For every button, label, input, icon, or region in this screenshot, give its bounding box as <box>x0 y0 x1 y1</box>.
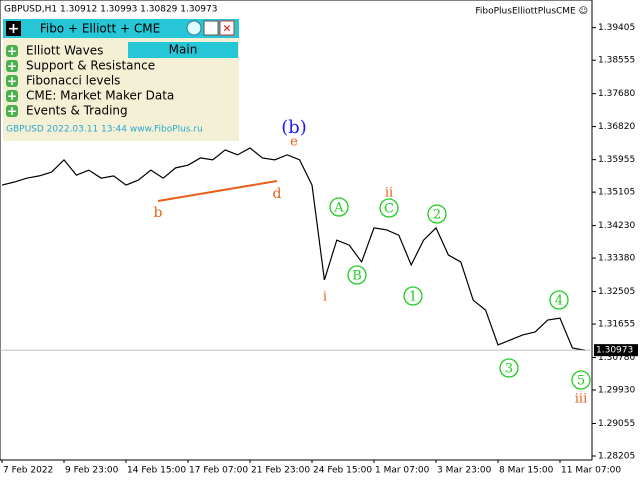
y-tick-label: 1.35105 <box>598 188 635 198</box>
minimize-button[interactable] <box>203 20 219 36</box>
panel-title: Fibo + Elliott + CME <box>40 22 160 36</box>
item-icon <box>6 60 18 72</box>
panel-item[interactable]: Events & Trading <box>26 104 128 118</box>
wave-label: 5 <box>577 374 585 389</box>
panel-titlebar <box>3 19 239 38</box>
main-button-label: Main <box>169 43 198 57</box>
y-tick-label: 1.35955 <box>598 155 635 165</box>
item-icon <box>6 90 18 102</box>
wave-label: iii <box>575 392 587 407</box>
x-tick-label: 3 Mar 23:00 <box>437 466 492 476</box>
y-tick-label: 1.36820 <box>598 122 635 132</box>
y-tick-label: 1.38555 <box>598 56 635 66</box>
wave-circle <box>379 198 399 218</box>
close-button[interactable] <box>219 20 235 36</box>
y-tick-label: 1.29930 <box>598 386 635 396</box>
x-tick-label: 7 Feb 2022 <box>3 466 53 476</box>
wave-label: 1 <box>409 290 417 305</box>
item-icon-plus: + <box>7 74 17 88</box>
plot <box>0 147 592 351</box>
wave-circle <box>549 290 569 310</box>
menu-icon: + <box>8 21 20 37</box>
x-tick-label: 17 Feb 07:00 <box>189 466 248 476</box>
wave-circle <box>403 286 423 306</box>
x-tick-label: 8 Mar 15:00 <box>499 466 554 476</box>
close-icon: × <box>222 22 231 35</box>
y-tick-label: 1.34230 <box>598 221 635 231</box>
y-tick-label: 1.39405 <box>598 23 635 33</box>
symbol-info: GBPUSD,H1 1.30912 1.30993 1.30829 1.3097… <box>4 5 217 15</box>
y-tick-label: 1.29055 <box>598 419 635 429</box>
wave-label: A <box>333 201 344 216</box>
panel: + Fibo + Elliott + CME × Main + Elliott W… <box>3 19 239 141</box>
wave-label: (b) <box>281 117 307 138</box>
wave-label: i <box>323 290 327 305</box>
panel-item[interactable]: Fibonacci levels <box>26 74 120 88</box>
trend-line <box>157 180 278 202</box>
wave-label: b <box>154 205 163 221</box>
y-tick-label: 1.33380 <box>598 254 635 264</box>
price-line <box>1 147 585 351</box>
x-tick-label: 21 Feb 23:00 <box>251 466 310 476</box>
panel-footer: GBPUSD 2022.03.11 13:44 www.FiboPlus.ru <box>6 125 203 135</box>
panel-item[interactable]: Elliott Waves <box>26 44 103 58</box>
wave-label: 2 <box>433 208 441 223</box>
item-icon <box>6 45 18 57</box>
last-price-label: 1.30973 <box>596 346 633 356</box>
y-tick-label: 1.31655 <box>598 320 635 330</box>
main-button[interactable] <box>128 42 238 58</box>
y-tick-label: 1.37680 <box>598 89 635 99</box>
settings-button[interactable] <box>186 20 202 36</box>
wave-circle <box>427 204 447 224</box>
menu-button[interactable] <box>6 21 21 36</box>
item-icon <box>6 75 18 87</box>
panel-item[interactable]: CME: Market Maker Data <box>26 89 174 103</box>
item-icon <box>6 105 18 117</box>
y-tick-label: 1.30780 <box>598 353 635 363</box>
y-tick-label: 1.28205 <box>598 451 635 461</box>
item-icon-plus: + <box>7 59 17 73</box>
indicator-name: FiboPlusElliottPlusCME ☺ <box>475 6 588 17</box>
wave-label: ii <box>385 186 393 201</box>
wave-label: 4 <box>555 294 563 309</box>
wave-circle <box>499 358 519 378</box>
item-icon-plus: + <box>7 104 17 118</box>
x-tick-label: 1 Mar 07:00 <box>375 466 430 476</box>
panel-item[interactable]: Support & Resistance <box>26 59 155 73</box>
x-tick-label: 24 Feb 15:00 <box>313 466 372 476</box>
wave-circle <box>329 197 349 217</box>
item-icon-plus: + <box>7 44 17 58</box>
panel-bg <box>3 19 239 141</box>
wave-label: C <box>384 202 394 217</box>
wave-label: e <box>290 135 298 150</box>
wave-label: 3 <box>505 362 513 377</box>
panel-items: + Elliott Waves + Support & Resistance + Fibo… <box>6 44 174 118</box>
wave-label: B <box>352 269 362 284</box>
wave-circle <box>571 370 591 390</box>
y-tick-label: 1.32505 <box>598 287 635 297</box>
x-tick-label: 11 Mar 07:00 <box>561 466 621 476</box>
x-tick-label: 9 Feb 23:00 <box>65 466 119 476</box>
wave-circle <box>347 265 367 285</box>
last-price-box <box>594 344 638 357</box>
x-tick-label: 14 Feb 15:00 <box>127 466 186 476</box>
wave-label: d <box>273 186 282 202</box>
item-icon-plus: + <box>7 89 17 103</box>
